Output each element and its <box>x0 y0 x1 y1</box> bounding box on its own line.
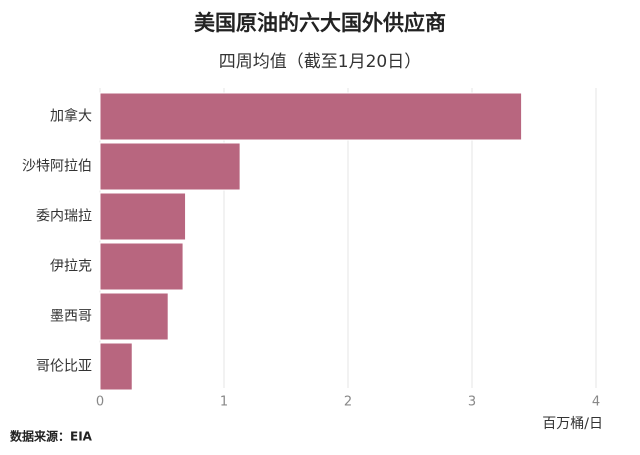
y-tick-label: 沙特阿拉伯 <box>22 159 92 175</box>
y-tick-label: 伊拉克 <box>50 259 92 275</box>
y-tick-label: 墨西哥 <box>50 309 92 325</box>
x-tick-label: 1 <box>220 395 228 410</box>
x-tick-label: 4 <box>592 395 600 410</box>
source: 数据来源：EIA <box>10 429 93 444</box>
bar <box>99 192 187 241</box>
bar <box>99 342 133 391</box>
chart-title: 美国原油的六大国外供应商 <box>194 11 446 35</box>
y-tick-label: 哥伦比亚 <box>36 359 92 375</box>
x-tick-label: 2 <box>344 395 352 410</box>
bar <box>99 292 169 341</box>
y-tick-label: 委内瑞拉 <box>36 209 92 225</box>
bar <box>99 142 241 191</box>
bar <box>99 242 184 291</box>
y-tick-label: 加拿大 <box>50 108 92 125</box>
x-tick-label: 0 <box>96 395 104 410</box>
x-tick-label: 3 <box>468 395 476 410</box>
x-axis-label: 百万桶/日 <box>542 416 603 432</box>
bar <box>99 92 523 141</box>
chart-subtitle: 四周均值（截至1月20日） <box>219 52 421 72</box>
